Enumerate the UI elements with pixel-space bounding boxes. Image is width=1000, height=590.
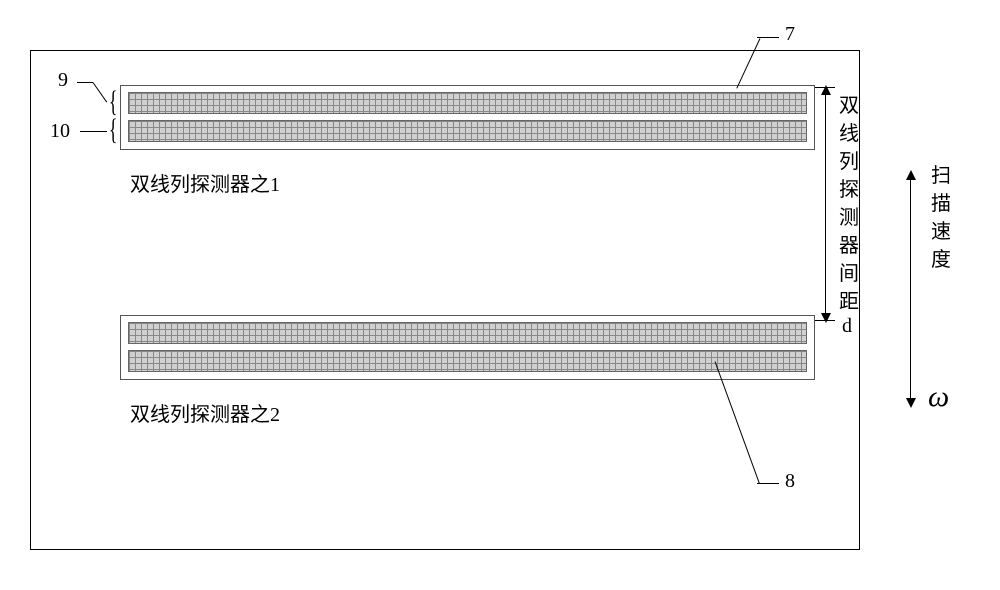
gap-tick-bottom xyxy=(815,320,835,321)
brace-10: { xyxy=(109,113,118,147)
detector-1-row-bottom xyxy=(128,120,807,142)
detector-2-row-top xyxy=(128,322,807,344)
leader-10 xyxy=(80,131,107,132)
detector-1-row-top xyxy=(128,92,807,114)
leader-7-h xyxy=(757,37,779,38)
detector-2-row-bottom xyxy=(128,350,807,372)
scan-arrow-head-bottom xyxy=(906,398,916,408)
leader-9-h xyxy=(77,82,93,83)
detector-1-caption: 双线列探测器之1 xyxy=(130,168,280,197)
gap-tick-top xyxy=(815,87,835,88)
callout-9: 9 xyxy=(58,69,68,92)
gap-label-text: 双线列探测器间距 xyxy=(838,92,860,316)
leader-8-h xyxy=(757,483,779,484)
scan-label-omega: ω xyxy=(928,380,949,414)
scan-label-text: 扫描速度 xyxy=(930,162,952,274)
callout-10: 10 xyxy=(50,120,70,143)
gap-arrow-head-bottom xyxy=(821,313,831,323)
scan-arrow-head-top xyxy=(906,170,916,180)
callout-7: 7 xyxy=(785,23,795,46)
gap-label-d: d xyxy=(842,315,852,338)
detector-2-caption: 双线列探测器之2 xyxy=(130,398,280,427)
scan-arrow-line xyxy=(910,178,911,400)
callout-8: 8 xyxy=(785,470,795,493)
gap-arrow-line xyxy=(825,93,826,315)
